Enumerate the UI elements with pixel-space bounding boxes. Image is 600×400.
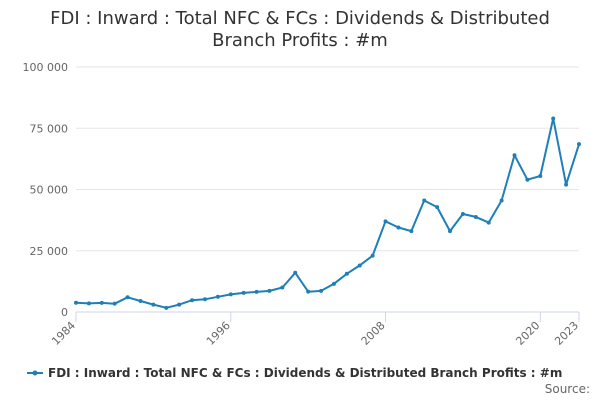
data-point[interactable] (448, 229, 453, 234)
data-point[interactable] (409, 229, 414, 234)
y-tick-label: 75 000 (30, 122, 69, 135)
data-point[interactable] (370, 253, 375, 258)
data-point[interactable] (538, 174, 543, 179)
data-point[interactable] (512, 153, 517, 158)
data-point[interactable] (396, 225, 401, 230)
x-tick-label: 2023 (552, 319, 581, 348)
x-tick-label: 2020 (513, 319, 542, 348)
data-point[interactable] (383, 219, 388, 224)
data-point[interactable] (293, 270, 298, 275)
data-point[interactable] (422, 198, 427, 203)
data-point[interactable] (228, 292, 233, 297)
y-axis: 0 25 000 50 000 75 000 100 000 (23, 61, 69, 319)
data-point[interactable] (190, 298, 195, 303)
x-tick-label: 1996 (204, 319, 233, 348)
data-point[interactable] (112, 301, 117, 306)
y-tick-label: 100 000 (23, 61, 69, 74)
data-point[interactable] (344, 271, 349, 276)
data-point[interactable] (125, 295, 130, 300)
data-point[interactable] (254, 289, 259, 294)
data-point[interactable] (499, 198, 504, 203)
data-point[interactable] (319, 288, 324, 293)
x-axis: 1984 1996 2008 2020 2023 (49, 311, 581, 348)
data-point[interactable] (151, 302, 156, 307)
y-tick-label: 50 000 (30, 184, 69, 197)
data-point[interactable] (357, 263, 362, 268)
data-point[interactable] (331, 281, 336, 286)
y-tick-label: 0 (61, 306, 68, 319)
data-point[interactable] (551, 116, 556, 121)
y-tick-label: 25 000 (30, 245, 69, 258)
series-line[interactable] (75, 117, 580, 309)
data-point[interactable] (99, 300, 104, 305)
data-point[interactable] (460, 212, 465, 216)
legend[interactable]: FDI : Inward : Total NFC & FCs : Dividen… (27, 366, 562, 380)
chart-title-line2: Branch Profits : #m (212, 30, 388, 51)
data-point[interactable] (564, 182, 569, 187)
data-point[interactable] (486, 220, 491, 225)
x-tick-label: 1984 (49, 319, 78, 348)
x-tick-label: 2008 (359, 319, 388, 348)
source-credit[interactable]: Source: (545, 382, 590, 396)
data-point[interactable] (215, 294, 220, 299)
legend-marker-symbol (32, 370, 38, 376)
data-point[interactable] (577, 142, 581, 147)
data-point[interactable] (138, 298, 143, 303)
data-point[interactable] (177, 302, 182, 307)
data-point[interactable] (164, 305, 169, 310)
series-layer (74, 116, 581, 310)
data-point[interactable] (473, 214, 478, 219)
data-point[interactable] (525, 177, 530, 182)
data-point[interactable] (202, 297, 207, 302)
data-point[interactable] (241, 290, 246, 295)
chart-title: FDI : Inward : Total NFC & FCs : Dividen… (50, 8, 550, 29)
data-point[interactable] (435, 205, 440, 210)
data-point[interactable] (74, 300, 78, 305)
data-point[interactable] (86, 301, 91, 306)
data-point[interactable] (280, 285, 285, 290)
legend-label: FDI : Inward : Total NFC & FCs : Dividen… (48, 366, 562, 380)
grid (76, 66, 579, 252)
data-point[interactable] (306, 289, 311, 294)
data-point[interactable] (267, 288, 272, 293)
